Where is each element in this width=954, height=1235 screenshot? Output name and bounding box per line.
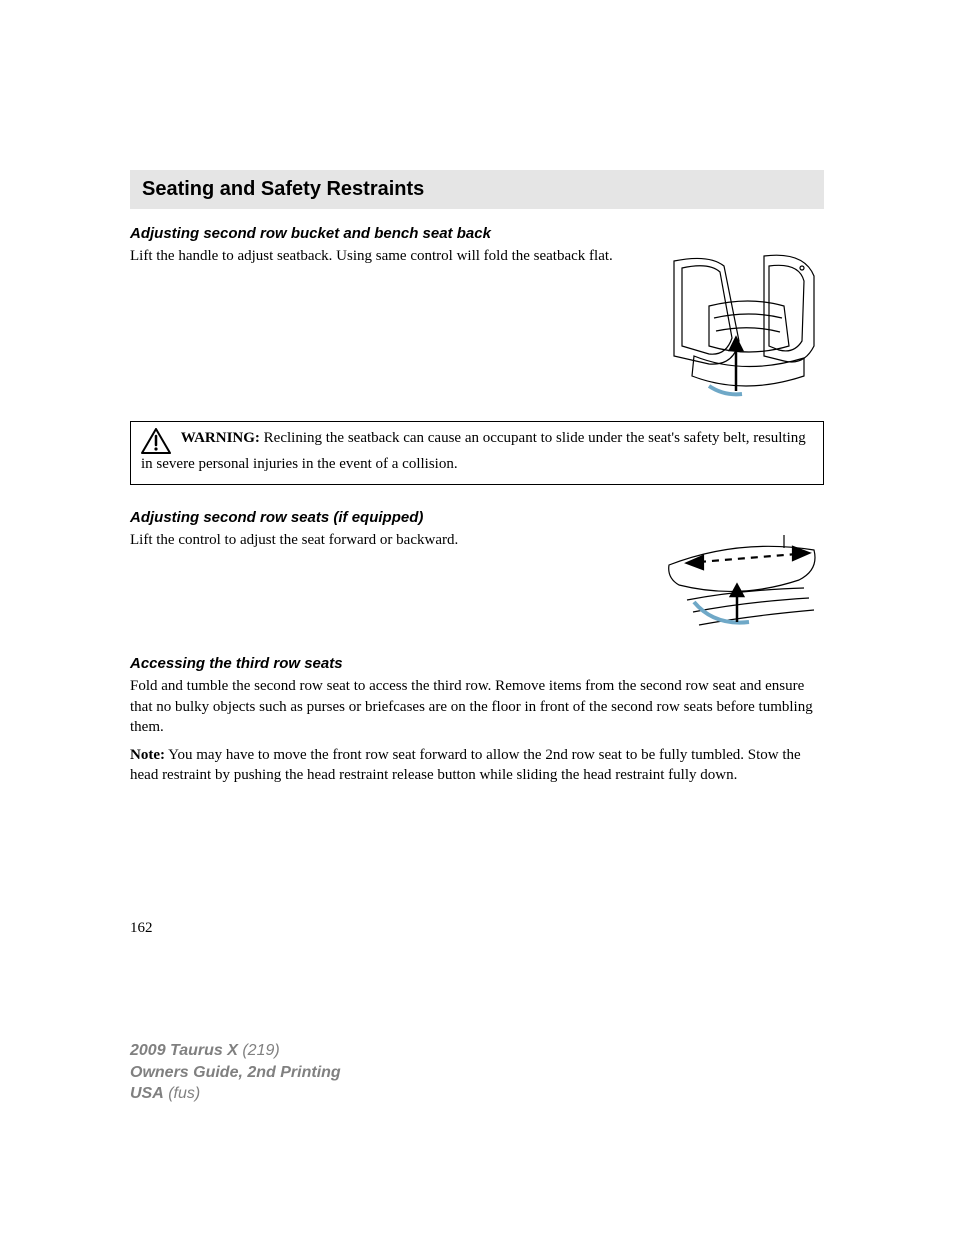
sub2-heading: Adjusting second row seats (if equipped) [130, 509, 824, 526]
seat-slide-figure [659, 530, 824, 635]
note-label: Note: [130, 747, 165, 763]
footer-guide: Owners Guide, 2nd Printing [130, 1062, 341, 1084]
section-header: Seating and Safety Restraints [130, 170, 824, 209]
footer-line3: USA (fus) [130, 1083, 341, 1105]
sub1-row: Lift the handle to adjust seatback. Usin… [130, 246, 824, 401]
footer-country: USA [130, 1085, 164, 1102]
warning-box: WARNING: Reclining the seatback can caus… [130, 421, 824, 485]
section-title: Seating and Safety Restraints [142, 178, 812, 201]
warning-label: WARNING: [181, 430, 260, 446]
sub2-row: Lift the control to adjust the seat forw… [130, 530, 824, 635]
sub3-p1: Fold and tumble the second row seat to a… [130, 676, 824, 737]
footer: 2009 Taurus X (219) Owners Guide, 2nd Pr… [130, 1040, 341, 1105]
footer-model: 2009 Taurus X [130, 1042, 238, 1059]
footer-country-code: (fus) [164, 1085, 200, 1102]
sub1-text: Lift the handle to adjust seatback. Usin… [130, 246, 634, 266]
seatback-figure [654, 246, 824, 401]
footer-model-code: (219) [238, 1042, 280, 1059]
sub3-p2: You may have to move the front row seat … [130, 747, 801, 783]
sub1-heading: Adjusting second row bucket and bench se… [130, 225, 824, 242]
footer-line1: 2009 Taurus X (219) [130, 1040, 341, 1062]
warning-icon [141, 428, 171, 454]
page-number: 162 [130, 920, 153, 937]
sub2-text: Lift the control to adjust the seat forw… [130, 530, 639, 550]
sub3-heading: Accessing the third row seats [130, 655, 824, 672]
sub3-p2-wrap: Note: You may have to move the front row… [130, 745, 824, 786]
page-content: Seating and Safety Restraints Adjusting … [0, 0, 954, 786]
